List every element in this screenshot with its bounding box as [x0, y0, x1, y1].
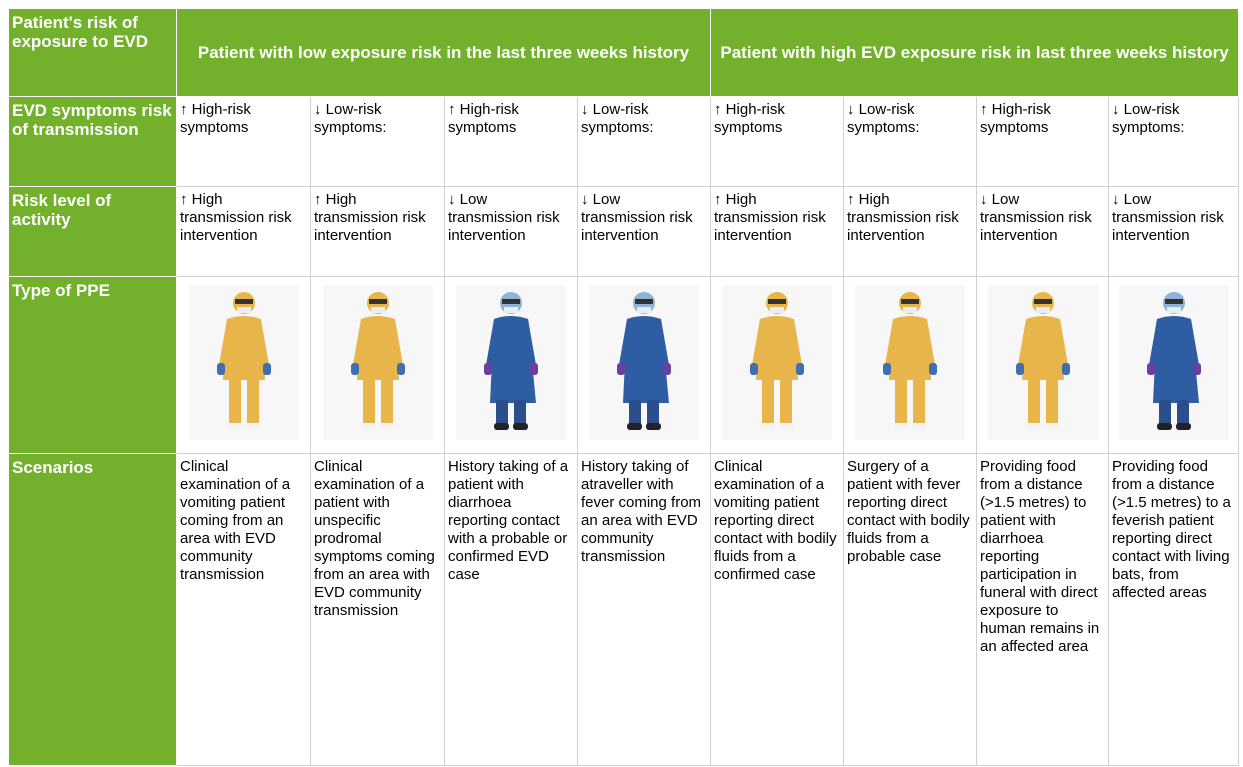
table-cell: Clinical examination of a vomiting patie…: [176, 453, 311, 766]
row-label: Scenarios: [8, 453, 177, 766]
ppe-cell: [843, 276, 978, 454]
ppe-cell: [576, 276, 712, 454]
table-row: EVD symptoms risk of transmission ↑ High-…: [8, 96, 1240, 187]
table-cell: ↑ High-risk symptoms: [976, 96, 1110, 187]
ppe-figure: [322, 285, 433, 440]
ppe-figure: [589, 285, 699, 440]
ppe-cell: [976, 276, 1110, 454]
table-cell: History taking of atraveller with fever …: [576, 453, 712, 766]
table-cell: ↓ Low transmission risk intervention: [444, 186, 578, 277]
group-header: Patient with high EVD exposure risk in l…: [710, 8, 1240, 97]
table-cell: ↑ High-risk symptoms: [444, 96, 578, 187]
ppe-figure: [188, 285, 299, 440]
table-cell: ↓ Low-risk symptoms:: [843, 96, 978, 187]
group-header: Patient with low exposure risk in the la…: [175, 8, 712, 97]
table-cell: ↓ Low transmission risk intervention: [576, 186, 712, 277]
table-cell: Providing food from a distance (>1.5 met…: [1108, 453, 1240, 766]
table-row: Scenarios Clinical examination of a vomit…: [8, 453, 1240, 766]
ppe-cell: [176, 276, 311, 454]
table-cell: ↓ Low transmission risk intervention: [1108, 186, 1240, 277]
header-row: Patient's risk of exposure to EVD Patien…: [8, 8, 1240, 97]
table-cell: ↑ High transmission risk intervention: [176, 186, 311, 277]
table-row: Risk level of activity ↑ High transmissio…: [8, 186, 1240, 277]
ppe-cell: [710, 276, 845, 454]
table-cell: ↑ High-risk symptoms: [176, 96, 311, 187]
table-cell: ↓ Low transmission risk intervention: [976, 186, 1110, 277]
table-cell: History taking of a patient with diarrho…: [444, 453, 578, 766]
ppe-table: Patient's risk of exposure to EVD Patien…: [8, 8, 1240, 766]
table-cell: ↑ High-risk symptoms: [710, 96, 845, 187]
table-cell: Surgery of a patient with fever reportin…: [843, 453, 978, 766]
table-cell: Clinical examination of a vomiting patie…: [710, 453, 845, 766]
ppe-figure: [855, 285, 966, 440]
table-cell: ↑ High transmission risk intervention: [310, 186, 445, 277]
table-cell: Providing food from a distance (>1.5 met…: [976, 453, 1110, 766]
ppe-cell: [1108, 276, 1240, 454]
ppe-figure: [1118, 285, 1229, 440]
table-cell: Clinical examination of a patient with u…: [310, 453, 445, 766]
row-label: EVD symptoms risk of transmission: [8, 96, 177, 187]
table-row: Type of PPE: [8, 276, 1240, 454]
ppe-cell: [310, 276, 445, 454]
ppe-figure: [456, 285, 566, 440]
row-label: Risk level of activity: [8, 186, 177, 277]
table-cell: ↓ Low-risk symptoms:: [576, 96, 712, 187]
ppe-figure: [722, 285, 833, 440]
table-cell: ↑ High transmission risk intervention: [843, 186, 978, 277]
table-cell: ↑ High transmission risk intervention: [710, 186, 845, 277]
ppe-cell: [444, 276, 578, 454]
ppe-figure: [987, 285, 1098, 440]
corner-cell: Patient's risk of exposure to EVD: [8, 8, 177, 97]
table-cell: ↓ Low-risk symptoms:: [1108, 96, 1240, 187]
row-label: Type of PPE: [8, 276, 177, 454]
table-cell: ↓ Low-risk symptoms:: [310, 96, 445, 187]
